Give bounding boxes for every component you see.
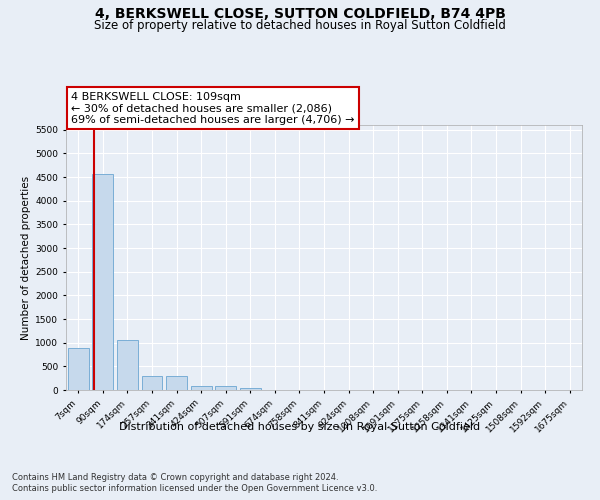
Bar bbox=[68, 348, 89, 390]
Text: 4, BERKSWELL CLOSE, SUTTON COLDFIELD, B74 4PB: 4, BERKSWELL CLOSE, SUTTON COLDFIELD, B7… bbox=[95, 8, 505, 22]
Text: Size of property relative to detached houses in Royal Sutton Coldfield: Size of property relative to detached ho… bbox=[94, 19, 506, 32]
Text: Contains HM Land Registry data © Crown copyright and database right 2024.: Contains HM Land Registry data © Crown c… bbox=[12, 472, 338, 482]
Text: 4 BERKSWELL CLOSE: 109sqm
← 30% of detached houses are smaller (2,086)
69% of se: 4 BERKSWELL CLOSE: 109sqm ← 30% of detac… bbox=[71, 92, 355, 125]
Bar bbox=[117, 340, 138, 390]
Bar bbox=[215, 386, 236, 390]
Bar bbox=[142, 376, 163, 390]
Bar bbox=[92, 174, 113, 390]
Text: Contains public sector information licensed under the Open Government Licence v3: Contains public sector information licen… bbox=[12, 484, 377, 493]
Text: Distribution of detached houses by size in Royal Sutton Coldfield: Distribution of detached houses by size … bbox=[119, 422, 481, 432]
Y-axis label: Number of detached properties: Number of detached properties bbox=[21, 176, 31, 340]
Bar bbox=[166, 376, 187, 390]
Bar bbox=[191, 386, 212, 390]
Bar bbox=[240, 388, 261, 390]
